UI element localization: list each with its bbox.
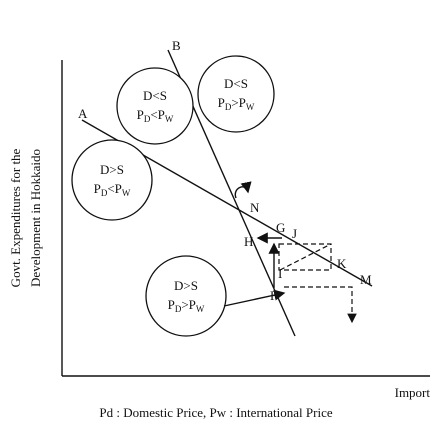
region-condition: D<S: [224, 76, 248, 91]
point-label: I: [278, 266, 282, 281]
arrows: [223, 181, 357, 324]
y-label: Govt. Expenditures for the: [8, 148, 23, 287]
point-label: M: [360, 272, 372, 287]
region-condition: D<S: [143, 88, 167, 103]
caption: Pd : Domestic Price, Pw : International …: [99, 405, 332, 420]
x-label: Import: [395, 385, 431, 400]
axes: Govt. Expenditures for the Development i…: [8, 60, 430, 400]
region-price: PD>PW: [168, 297, 205, 314]
point-label: K: [337, 256, 347, 271]
point-label: G: [276, 220, 285, 235]
point-labels: N G J H I K F M: [244, 200, 372, 303]
point-label: J: [292, 226, 297, 241]
point-label: N: [250, 200, 260, 215]
region-price: PD<PW: [137, 107, 174, 124]
region-price: PD>PW: [218, 95, 255, 112]
region-price: PD<PW: [94, 181, 131, 198]
line-label: A: [78, 106, 88, 121]
point-label: F: [270, 288, 277, 303]
region-condition: D>S: [174, 278, 198, 293]
region-condition: D>S: [100, 162, 124, 177]
regions: D<S PD<PW D<S PD>PW D>S PD<PW D>S PD>PW: [71, 55, 275, 337]
point-label: H: [244, 234, 253, 249]
line-label: B: [172, 38, 181, 53]
y-label: Development in Hokkaido: [28, 149, 43, 287]
